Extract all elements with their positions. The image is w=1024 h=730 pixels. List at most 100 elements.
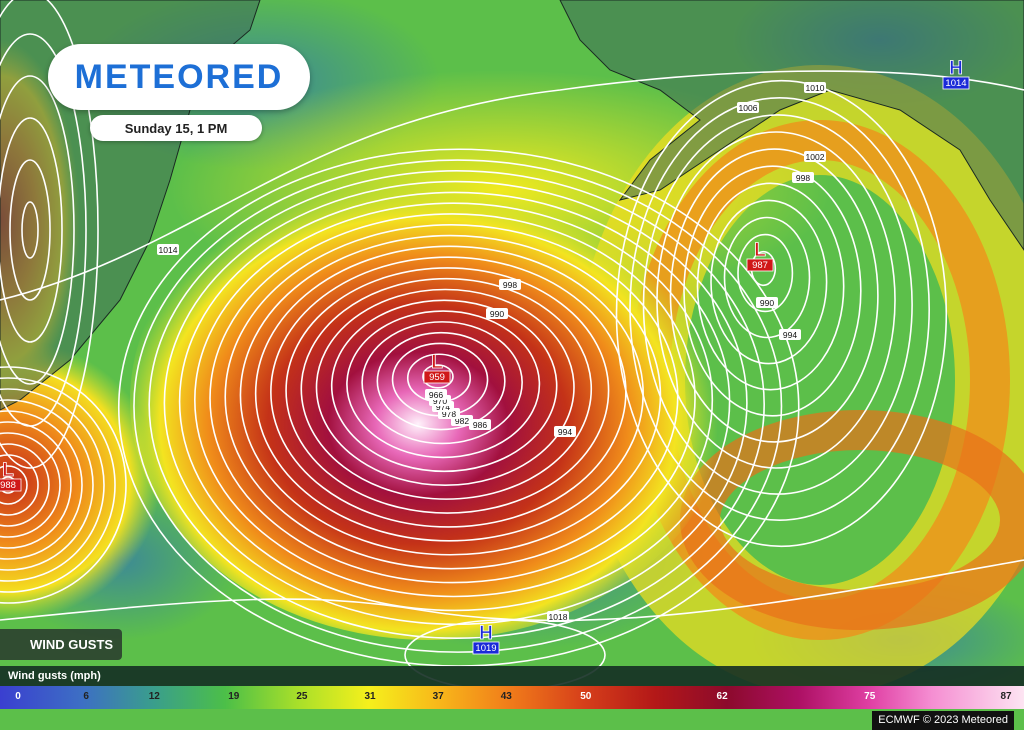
isobar	[0, 75, 75, 385]
isobar	[0, 70, 1024, 301]
center-value-box	[746, 258, 774, 272]
center-value: 959	[429, 372, 445, 383]
isobar-label-box	[469, 419, 491, 430]
center-value-box	[0, 478, 22, 492]
center-letter: L	[2, 460, 14, 481]
isobar	[21, 201, 39, 259]
isobar	[133, 159, 783, 653]
isobar	[422, 364, 454, 389]
scale-label: 43	[500, 691, 512, 702]
isobars	[0, 0, 1024, 691]
isobar	[0, 399, 94, 571]
isobar-label-box	[425, 389, 447, 400]
center-value-box	[942, 76, 970, 90]
isobar-label: 1014	[159, 245, 178, 255]
isobar	[0, 443, 50, 527]
isobar	[285, 267, 610, 514]
center-value: 987	[752, 260, 768, 271]
isobar	[0, 366, 127, 604]
isobar	[737, 233, 794, 313]
center-letter: L	[431, 352, 443, 373]
isobar-label: 1006	[739, 103, 758, 113]
isobar-label: 982	[455, 416, 469, 426]
isobar	[346, 310, 541, 459]
isobar	[0, 377, 116, 593]
isobar	[723, 216, 811, 339]
isobar-label: 986	[473, 420, 487, 430]
isobar	[710, 199, 828, 365]
isobar	[615, 79, 948, 548]
jet-band	[680, 410, 1024, 630]
center-value: 988	[0, 480, 16, 491]
isobar	[376, 331, 506, 431]
isobar	[669, 148, 879, 443]
labels: 1014 1010 1006 1002 998 990 994 998 990 994 986 982…	[0, 58, 970, 655]
isobar-label-box	[499, 279, 521, 290]
isobar-label-box	[792, 172, 814, 183]
isobar	[178, 191, 731, 612]
isobar-label: 990	[760, 298, 774, 308]
scale-label: 50	[580, 691, 592, 702]
scale-label: 62	[716, 691, 728, 702]
isobar-label-box	[486, 308, 508, 319]
land-alaska	[559, 0, 1024, 251]
isobar	[194, 202, 714, 598]
scale-label: 0	[15, 691, 21, 702]
isobar-label: 1018	[549, 612, 568, 622]
center-value-box	[472, 641, 500, 655]
layer-button[interactable]: WIND GUSTS	[0, 629, 122, 660]
scale-label: 75	[864, 691, 876, 702]
isobar-label: 1010	[806, 83, 825, 93]
isobar	[9, 159, 51, 301]
isobar	[683, 165, 862, 417]
isobar-label-box	[756, 297, 778, 308]
scale-label: 31	[364, 691, 376, 702]
isobar	[656, 131, 896, 469]
credit: ECMWF © 2023 Meteored	[872, 711, 1014, 730]
isobar	[0, 388, 105, 582]
scale-label: 87	[1000, 691, 1012, 702]
isobar-label: 974	[436, 402, 450, 412]
isobar-label-box	[157, 244, 179, 255]
isobar	[300, 277, 593, 500]
isobar	[696, 182, 845, 391]
scale-title: Wind gusts (mph)	[0, 666, 1024, 686]
center-value: 1014	[945, 78, 966, 89]
storm-winds	[0, 340, 160, 620]
isobar	[209, 213, 696, 584]
scale-label: 6	[83, 691, 89, 702]
isobar	[0, 0, 99, 469]
isobar	[0, 465, 28, 505]
center-letter: H	[479, 623, 493, 644]
center-value: 1019	[475, 643, 496, 654]
isobar-label-box	[779, 329, 801, 340]
isobar	[148, 170, 765, 640]
isobar	[642, 114, 913, 495]
center-value-box	[423, 370, 451, 384]
isobar-label: 994	[558, 427, 572, 437]
color-scale: 0 6 12 19 25 31 37 43 50 62 75 87	[0, 686, 1024, 709]
scale-label: 19	[228, 691, 240, 702]
isobar	[315, 288, 575, 487]
isobar-label: 990	[490, 309, 504, 319]
isobar-label: 970	[433, 396, 447, 406]
scale-label: 25	[296, 691, 308, 702]
isobar-label: 1002	[806, 152, 825, 162]
isobar-label-box	[804, 82, 826, 93]
logo[interactable]: METEORED	[48, 44, 310, 110]
isobar-label: 994	[783, 330, 797, 340]
isobar-label: 998	[796, 173, 810, 183]
isobar	[0, 117, 63, 343]
isobar-label: 966	[429, 390, 443, 400]
isobar-label-box	[554, 426, 576, 437]
isobar	[629, 97, 931, 521]
scale-label: 37	[432, 691, 444, 702]
forecast-time[interactable]: Sunday 15, 1 PM	[90, 115, 262, 141]
isobar-label: 978	[442, 409, 456, 419]
isobar	[361, 321, 523, 445]
isobar	[330, 299, 558, 473]
isobar	[0, 559, 1024, 622]
isobar	[0, 421, 72, 549]
isobar	[224, 223, 679, 570]
